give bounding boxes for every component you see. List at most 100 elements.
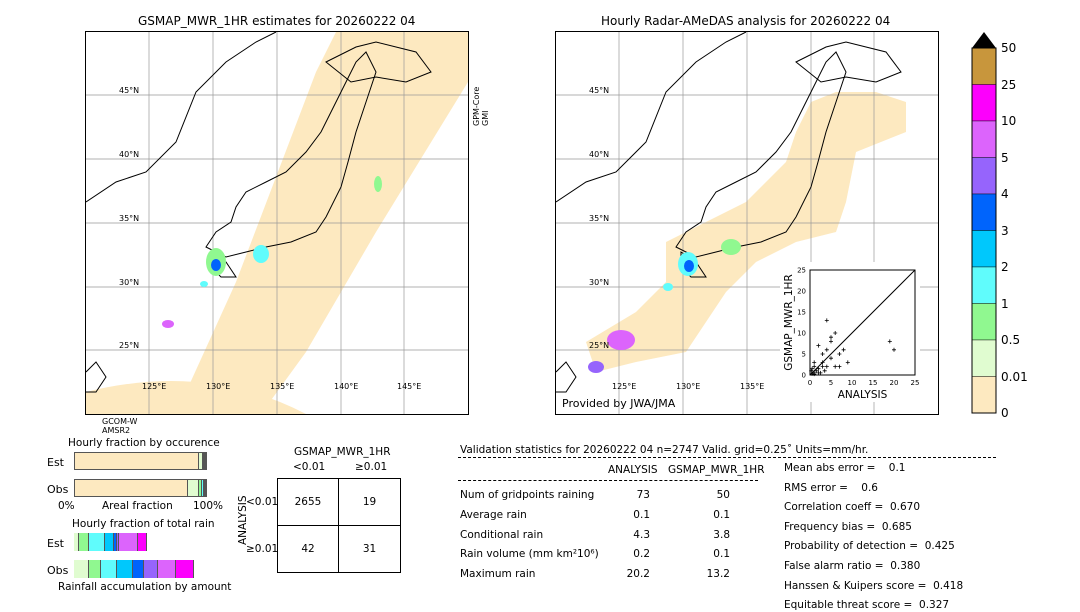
analysis-value: 20.2 — [626, 568, 650, 581]
data-point — [845, 360, 850, 365]
occurrence-segment — [75, 453, 200, 469]
colorbar-segment — [971, 230, 997, 268]
data-point — [816, 366, 821, 371]
occurrence-title: Hourly fraction by occurence — [68, 437, 220, 449]
data-point — [837, 364, 842, 369]
x-tick-label: 15 — [869, 379, 878, 387]
stat-label: Maximum rain — [460, 568, 536, 581]
rain-patches — [162, 176, 382, 328]
occurrence-segment — [203, 453, 205, 469]
x-tick-label: 0 — [808, 379, 812, 387]
data-point — [814, 368, 819, 373]
colorbar-frame — [971, 47, 997, 414]
occurrence-segment — [75, 480, 188, 496]
gsmap-value: 3.8 — [713, 528, 730, 541]
gsmap-value: 0.1 — [713, 508, 730, 521]
rain-segment — [144, 560, 158, 578]
data-point — [810, 366, 815, 371]
y-tick-label: 25 — [797, 267, 806, 275]
analysis-value: 73 — [636, 489, 650, 501]
scatter-ylabel: GSMAP_MWR_1HR — [783, 274, 795, 371]
colorbar-label: 0.01 — [1001, 369, 1028, 384]
occurrence-segment — [204, 453, 206, 469]
rain-segment — [100, 560, 117, 578]
data-point — [812, 364, 817, 369]
stat-label: Conditional rain — [460, 528, 544, 541]
contingency-table: 2655 19 42 31 — [277, 478, 401, 573]
score: Hanssen & Kuipers score = 0.418 — [784, 579, 964, 592]
data-point — [822, 368, 827, 373]
colorbar-segment — [971, 157, 997, 195]
left-map-svg — [86, 32, 468, 414]
score: RMS error = 0.6 — [784, 481, 878, 494]
colorbar-segment — [971, 266, 997, 304]
y-tick-label: 20 — [797, 288, 806, 296]
data-point — [812, 372, 817, 377]
y-tick-label: 0 — [802, 372, 806, 380]
lat-label: 40°N — [119, 150, 140, 159]
colorbar-label: 10 — [1001, 114, 1017, 128]
data-point — [820, 352, 825, 356]
table-cell: 42 — [278, 525, 339, 572]
table-title: GSMAP_MWR_1HR — [294, 446, 391, 458]
data-point — [833, 331, 838, 335]
y-tick-label: 15 — [797, 309, 806, 317]
score: Frequency bias = 0.685 — [784, 520, 912, 533]
colorbar-label: 25 — [1001, 77, 1017, 92]
lon-label: 130°E — [206, 382, 231, 391]
left-map[interactable]: 45°N 40°N 35°N 30°N 25°N 125°E 130°E 135… — [85, 31, 469, 415]
colorbar-segment — [971, 120, 997, 158]
lat-label: 25°N — [589, 341, 610, 350]
data-point — [829, 339, 833, 344]
analysis-value: 0.1 — [633, 508, 650, 521]
right-map-title: Hourly Radar-AMeDAS analysis for 2026022… — [601, 14, 891, 28]
colorbar-label: 0.5 — [1001, 333, 1021, 347]
data-point — [829, 335, 833, 340]
lat-label: 30°N — [119, 278, 140, 287]
rain-segment — [88, 560, 101, 578]
table-cell: 2655 — [278, 479, 339, 526]
colorbar-segment — [971, 193, 997, 231]
score: False alarm ratio = 0.380 — [784, 560, 921, 572]
data-point — [887, 339, 892, 344]
occurrence-est-bar — [74, 452, 207, 470]
lat-label: 35°N — [589, 214, 610, 223]
data-point — [812, 360, 817, 365]
rain-segment — [88, 533, 105, 551]
x-tick-label: 10 — [848, 379, 857, 387]
data-point — [837, 352, 842, 356]
y-tick-label: 5 — [802, 351, 806, 359]
right-map-svg — [556, 32, 938, 414]
est-label: Est — [47, 456, 64, 469]
lon-label: 125°E — [142, 382, 167, 391]
divider — [458, 457, 996, 458]
data-point — [833, 364, 838, 369]
lon-label: 135°E — [740, 382, 765, 391]
rain-fraction-xlabel: Rainfall accumulation by amount — [58, 581, 232, 593]
colorbar — [971, 32, 997, 414]
occurrence-obs-bar — [74, 479, 207, 497]
lat-label: 45°N — [119, 86, 140, 95]
gsmap-value: 13.2 — [706, 568, 730, 581]
amsr2-swath — [86, 381, 306, 414]
rain-fraction-title: Hourly fraction of total rain — [72, 518, 215, 530]
rain-segment — [74, 560, 89, 578]
rain-est-bar — [74, 533, 207, 551]
rain-segment — [74, 533, 80, 551]
col-header: <0.01 — [293, 461, 326, 473]
col-analysis: ANALYSIS — [608, 464, 658, 476]
gridlines — [86, 32, 468, 414]
colorbar-label: 1 — [1001, 296, 1009, 311]
data-point — [892, 347, 896, 352]
occurrence-segment — [205, 453, 207, 469]
stats-header: Validation statistics for 20260222 04 n=… — [460, 444, 869, 456]
data-point — [810, 371, 815, 376]
colorbar-label: 4 — [1001, 187, 1009, 201]
occurrence-segment — [203, 480, 205, 496]
gsmap-value: 0.1 — [713, 548, 730, 561]
colorbar-segment — [971, 84, 997, 122]
lat-label: 40°N — [589, 150, 610, 159]
coastlines — [86, 32, 432, 393]
data-point — [841, 347, 846, 352]
occurrence-segment — [204, 453, 206, 469]
